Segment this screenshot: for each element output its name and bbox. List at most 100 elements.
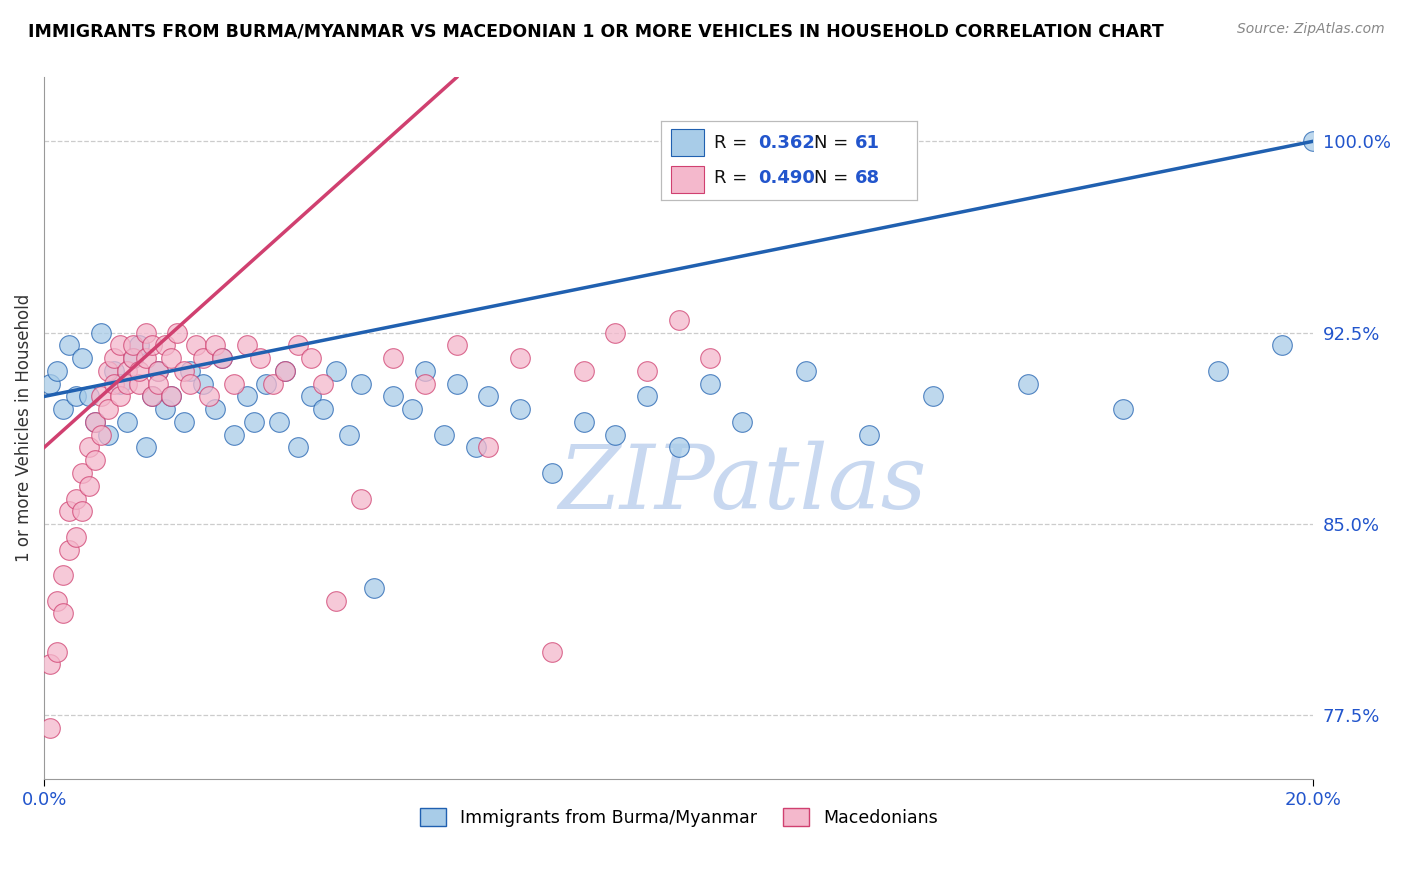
Point [39, 376, 62, 391]
Point [274, 364, 297, 378]
Point [160, 389, 183, 403]
Point [1017, 376, 1039, 391]
Point [52, 568, 75, 582]
Point [287, 338, 309, 352]
Point [236, 338, 259, 352]
Point [141, 338, 163, 352]
Point [153, 338, 176, 352]
Point [39, 657, 62, 672]
Point [97, 402, 120, 417]
Point [110, 389, 132, 403]
Point [58, 504, 80, 518]
Point [382, 351, 405, 366]
Point [90, 326, 112, 340]
Point [1302, 134, 1324, 148]
Point [122, 351, 145, 366]
Point [668, 313, 690, 327]
Point [699, 351, 721, 366]
Point [636, 364, 658, 378]
Point [122, 338, 145, 352]
Point [97, 427, 120, 442]
Point [668, 441, 690, 455]
Point [83, 453, 105, 467]
Text: 68: 68 [855, 169, 880, 187]
Point [731, 415, 754, 429]
Point [572, 415, 595, 429]
Point [312, 376, 335, 391]
Point [115, 376, 138, 391]
Point [103, 376, 125, 391]
Point [83, 415, 105, 429]
Point [128, 364, 150, 378]
Point [128, 338, 150, 352]
Point [83, 415, 105, 429]
Point [148, 364, 170, 378]
Point [509, 402, 531, 417]
Point [211, 351, 233, 366]
Point [204, 402, 226, 417]
Text: IMMIGRANTS FROM BURMA/MYANMAR VS MACEDONIAN 1 OR MORE VEHICLES IN HOUSEHOLD CORR: IMMIGRANTS FROM BURMA/MYANMAR VS MACEDON… [28, 22, 1164, 40]
Point [135, 351, 157, 366]
Point [299, 351, 322, 366]
Point [274, 364, 297, 378]
Point [540, 466, 562, 480]
Point [204, 338, 226, 352]
Point [413, 376, 436, 391]
Point [65, 491, 87, 506]
Point [141, 389, 163, 403]
Text: 0.362: 0.362 [758, 134, 815, 152]
Point [58, 338, 80, 352]
Point [173, 415, 195, 429]
Point [605, 326, 627, 340]
Point [446, 338, 468, 352]
Point [110, 338, 132, 352]
Point [103, 351, 125, 366]
Point [90, 427, 112, 442]
Point [267, 415, 290, 429]
Point [70, 351, 93, 366]
Point [299, 389, 322, 403]
Y-axis label: 1 or more Vehicles in Household: 1 or more Vehicles in Household [15, 294, 32, 563]
Point [103, 364, 125, 378]
Point [45, 645, 67, 659]
Point [794, 364, 817, 378]
Point [77, 479, 100, 493]
Point [401, 402, 423, 417]
Point [1206, 364, 1229, 378]
Point [128, 376, 150, 391]
Point [262, 376, 284, 391]
Point [249, 351, 271, 366]
Point [224, 376, 246, 391]
Point [70, 466, 93, 480]
Text: Source: ZipAtlas.com: Source: ZipAtlas.com [1237, 22, 1385, 37]
Point [166, 326, 188, 340]
Point [52, 607, 75, 621]
Point [65, 530, 87, 544]
Point [540, 645, 562, 659]
Legend: Immigrants from Burma/Myanmar, Macedonians: Immigrants from Burma/Myanmar, Macedonia… [413, 801, 945, 834]
Point [224, 427, 246, 442]
Point [160, 351, 183, 366]
Point [148, 376, 170, 391]
Point [65, 389, 87, 403]
Point [77, 441, 100, 455]
Point [135, 326, 157, 340]
Point [572, 364, 595, 378]
Text: R =: R = [714, 134, 754, 152]
Point [287, 441, 309, 455]
Point [70, 504, 93, 518]
Point [446, 376, 468, 391]
Point [363, 581, 385, 595]
Point [433, 427, 456, 442]
Point [1112, 402, 1135, 417]
Point [160, 389, 183, 403]
Point [254, 376, 277, 391]
Point [115, 364, 138, 378]
Point [242, 415, 264, 429]
Point [191, 351, 214, 366]
Text: R =: R = [714, 169, 754, 187]
Point [477, 389, 499, 403]
Point [636, 389, 658, 403]
Point [337, 427, 360, 442]
Point [350, 491, 373, 506]
